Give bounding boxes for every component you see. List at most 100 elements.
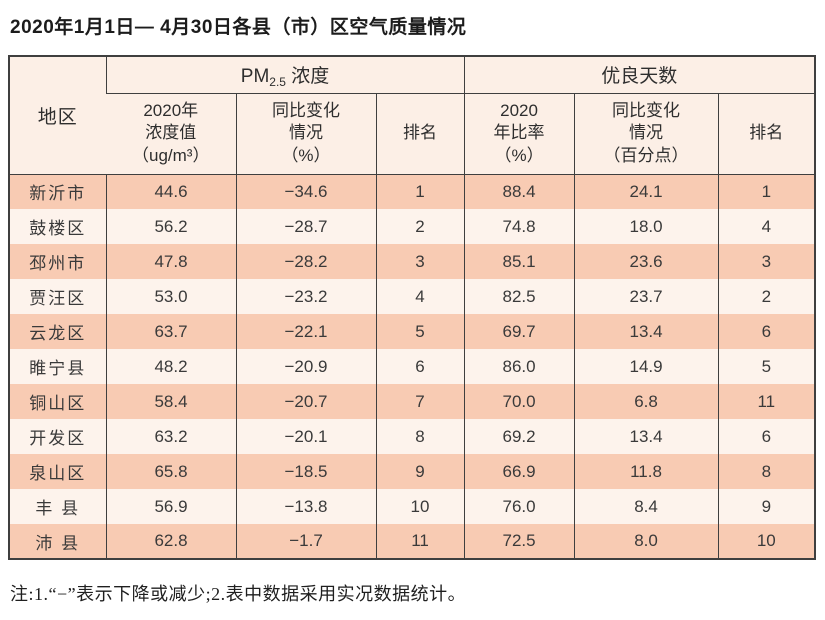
col-header-good-change: 同比变化 情况 （百分点） <box>573 93 719 175</box>
cell-good-change: 18.0 <box>573 209 719 244</box>
table-row: 邳州市 47.8 −28.2 3 85.1 23.6 3 <box>9 244 816 279</box>
table-row: 云龙区 63.7 −22.1 5 69.7 13.4 6 <box>9 314 816 349</box>
pm25-label-prefix: PM <box>240 65 270 87</box>
cell-good-change: 14.9 <box>573 349 719 384</box>
cell-good-rank: 6 <box>717 314 816 349</box>
cell-region: 丰 县 <box>35 499 81 518</box>
cell-pm-value: 48.2 <box>105 349 236 384</box>
cell-good-change: 6.8 <box>573 384 719 419</box>
cell-good-rate: 74.8 <box>463 209 575 244</box>
cell-pm-rank: 1 <box>375 174 465 209</box>
table-row: 沛 县 62.8 −1.7 11 72.5 8.0 10 <box>9 524 816 559</box>
table-row: 贾汪区 53.0 −23.2 4 82.5 23.7 2 <box>9 279 816 314</box>
cell-region: 沛 县 <box>35 533 81 553</box>
cell-good-change: 23.7 <box>573 279 719 314</box>
cell-good-rank: 4 <box>717 209 816 244</box>
cell-pm-value: 56.2 <box>105 209 236 244</box>
col-group-good-days: 优良天数 <box>463 56 816 94</box>
cell-pm-change: −34.6 <box>235 174 376 209</box>
col-header-region: 地区 <box>9 56 106 175</box>
cell-good-rank: 8 <box>717 454 816 489</box>
cell-pm-rank: 11 <box>375 524 465 559</box>
cell-region: 铜山区 <box>29 394 87 413</box>
cell-good-rate: 85.1 <box>463 244 575 279</box>
cell-region: 贾汪区 <box>29 289 87 308</box>
header-group-row: 地区 PM2.5 浓度 优良天数 <box>9 56 816 175</box>
cell-good-rate: 88.4 <box>463 174 575 209</box>
cell-region: 云龙区 <box>29 324 87 343</box>
cell-good-change: 24.1 <box>573 174 719 209</box>
cell-good-rank: 2 <box>717 279 816 314</box>
table-row: 丰 县 56.9 −13.8 10 76.0 8.4 9 <box>9 489 816 524</box>
page-title: 2020年1月1日— 4月30日各县（市）区空气质量情况 <box>10 17 467 38</box>
cell-region: 鼓楼区 <box>29 219 87 238</box>
cell-good-rank: 10 <box>717 524 816 559</box>
pm25-label-subscript: 2.5 <box>269 74 286 89</box>
cell-pm-change: −28.2 <box>235 244 376 279</box>
cell-region: 睢宁县 <box>29 359 87 378</box>
cell-good-rate: 72.5 <box>463 524 575 559</box>
cell-good-rank: 3 <box>717 244 816 279</box>
table-row: 鼓楼区 56.2 −28.7 2 74.8 18.0 4 <box>9 209 816 244</box>
cell-region: 新沂市 <box>29 184 87 204</box>
cell-pm-rank: 2 <box>375 209 465 244</box>
cell-pm-change: −20.7 <box>235 384 376 419</box>
cell-pm-value: 62.8 <box>105 524 236 559</box>
cell-pm-value: 58.4 <box>105 384 236 419</box>
col-header-good-rate: 2020 年比率 （%） <box>463 93 575 175</box>
cell-region: 泉山区 <box>29 464 87 483</box>
cell-good-rate: 86.0 <box>463 349 575 384</box>
cell-pm-change: −20.9 <box>235 349 376 384</box>
cell-pm-rank: 6 <box>375 349 465 384</box>
cell-pm-rank: 8 <box>375 419 465 454</box>
cell-pm-rank: 5 <box>375 314 465 349</box>
cell-pm-change: −23.2 <box>235 279 376 314</box>
pm25-label-suffix: 浓度 <box>285 65 330 87</box>
header-sub-row: 2020年 浓度值 （ug/m³） 同比变化 情况 （%） 排名 2020 年比… <box>9 93 816 175</box>
cell-good-change: 8.4 <box>573 489 719 524</box>
cell-good-rank: 5 <box>717 349 816 384</box>
cell-pm-value: 47.8 <box>105 244 236 279</box>
cell-good-change: 13.4 <box>573 419 719 454</box>
cell-good-rate: 66.9 <box>463 454 575 489</box>
cell-pm-value: 63.7 <box>105 314 236 349</box>
cell-pm-value: 44.6 <box>105 174 236 209</box>
cell-pm-change: −18.5 <box>235 454 376 489</box>
cell-pm-rank: 7 <box>375 384 465 419</box>
table-row: 睢宁县 48.2 −20.9 6 86.0 14.9 5 <box>9 349 816 384</box>
cell-pm-change: −22.1 <box>235 314 376 349</box>
cell-pm-value: 56.9 <box>105 489 236 524</box>
cell-good-rank: 1 <box>717 174 816 209</box>
cell-good-rate: 69.7 <box>463 314 575 349</box>
cell-pm-rank: 10 <box>375 489 465 524</box>
table-row: 泉山区 65.8 −18.5 9 66.9 11.8 8 <box>9 454 816 489</box>
cell-pm-change: −1.7 <box>235 524 376 559</box>
cell-pm-change: −13.8 <box>235 489 376 524</box>
cell-pm-change: −20.1 <box>235 419 376 454</box>
cell-good-rank: 11 <box>717 384 816 419</box>
col-group-pm25: PM2.5 浓度 <box>105 56 465 94</box>
cell-good-rank: 6 <box>717 419 816 454</box>
cell-pm-change: −28.7 <box>235 209 376 244</box>
cell-pm-rank: 9 <box>375 454 465 489</box>
cell-pm-value: 53.0 <box>105 279 236 314</box>
col-header-pm-rank: 排名 <box>375 93 465 175</box>
cell-good-rate: 70.0 <box>463 384 575 419</box>
air-quality-table: 地区 PM2.5 浓度 优良天数 2020年 浓度值 （ug/m³） 同比变化 … <box>8 55 817 560</box>
cell-good-rate: 69.2 <box>463 419 575 454</box>
table-row: 铜山区 58.4 −20.7 7 70.0 6.8 11 <box>9 384 816 419</box>
cell-good-rank: 9 <box>717 489 816 524</box>
cell-region: 开发区 <box>29 429 87 448</box>
col-header-pm-change: 同比变化 情况 （%） <box>235 93 376 175</box>
cell-good-rate: 82.5 <box>463 279 575 314</box>
col-header-good-rank: 排名 <box>717 93 816 175</box>
cell-good-change: 8.0 <box>573 524 719 559</box>
cell-region: 邳州市 <box>29 254 87 273</box>
table-row: 开发区 63.2 −20.1 8 69.2 13.4 6 <box>9 419 816 454</box>
footnote: 注:1.“−”表示下降或减少;2.表中数据采用实况数据统计。 <box>10 584 467 604</box>
cell-good-change: 23.6 <box>573 244 719 279</box>
cell-good-rate: 76.0 <box>463 489 575 524</box>
cell-pm-rank: 4 <box>375 279 465 314</box>
cell-pm-rank: 3 <box>375 244 465 279</box>
